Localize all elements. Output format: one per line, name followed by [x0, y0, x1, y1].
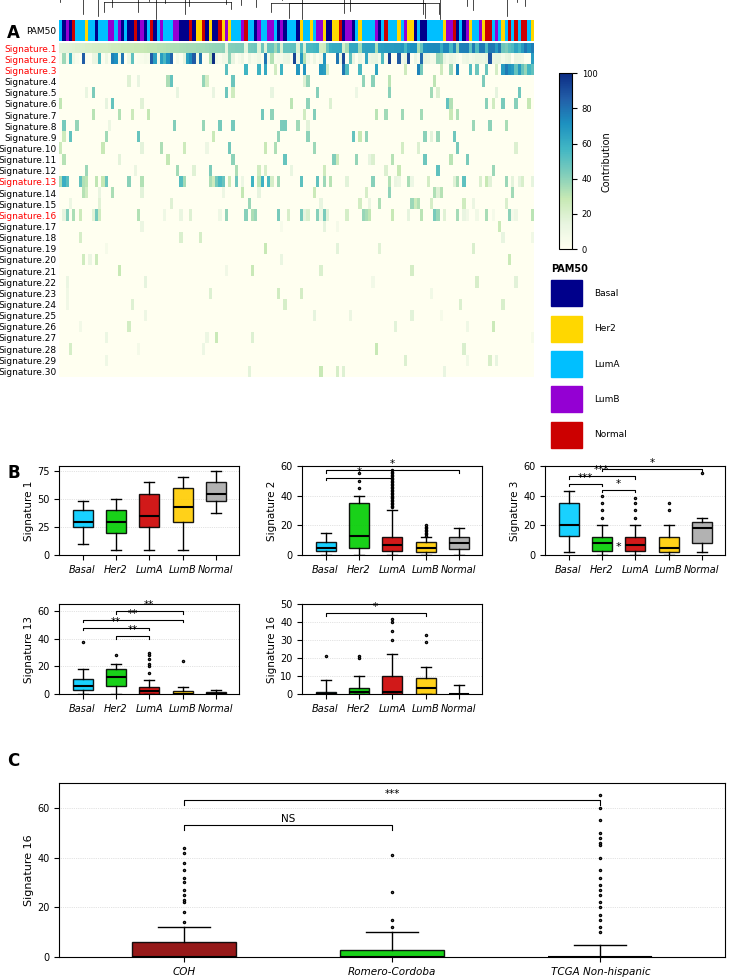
Y-axis label: Signature 16: Signature 16	[267, 616, 278, 683]
PathPatch shape	[139, 687, 159, 694]
Bar	[551, 316, 582, 342]
PathPatch shape	[132, 943, 236, 957]
Text: *: *	[373, 603, 378, 613]
PathPatch shape	[382, 537, 403, 551]
Text: Her2: Her2	[593, 324, 616, 333]
Text: *: *	[616, 542, 622, 552]
PathPatch shape	[659, 537, 679, 552]
Text: **: **	[144, 600, 155, 611]
Text: A: A	[7, 24, 20, 42]
Text: ***: ***	[577, 473, 593, 483]
Y-axis label: Signature 16: Signature 16	[24, 834, 34, 906]
Text: PAM50: PAM50	[551, 264, 588, 274]
PathPatch shape	[206, 483, 226, 501]
Text: **: **	[111, 616, 121, 627]
PathPatch shape	[315, 692, 335, 694]
PathPatch shape	[349, 689, 369, 694]
PathPatch shape	[315, 541, 335, 551]
Y-axis label: Signature 2: Signature 2	[267, 481, 278, 540]
PathPatch shape	[559, 503, 579, 535]
PathPatch shape	[382, 676, 403, 694]
PathPatch shape	[349, 503, 369, 548]
Y-axis label: Signature 1: Signature 1	[24, 481, 34, 540]
PathPatch shape	[206, 693, 226, 694]
Text: ***: ***	[385, 788, 400, 799]
Text: *: *	[356, 467, 361, 477]
Y-axis label: Signature 13: Signature 13	[24, 616, 34, 683]
PathPatch shape	[449, 537, 469, 549]
PathPatch shape	[139, 493, 159, 528]
PathPatch shape	[172, 691, 192, 694]
Bar	[551, 386, 582, 412]
Y-axis label: Signature 3: Signature 3	[511, 481, 520, 540]
Text: LumB: LumB	[593, 395, 619, 404]
Bar	[551, 351, 582, 377]
PathPatch shape	[416, 678, 436, 694]
PathPatch shape	[172, 488, 192, 522]
Text: NS: NS	[281, 814, 295, 824]
PathPatch shape	[73, 679, 92, 690]
Text: B: B	[7, 464, 20, 482]
Y-axis label: Contribution: Contribution	[602, 131, 612, 191]
Text: C: C	[7, 752, 20, 770]
Text: ***: ***	[594, 465, 610, 475]
Text: *: *	[390, 459, 394, 469]
PathPatch shape	[416, 541, 436, 552]
Text: **: **	[127, 625, 138, 635]
Text: *: *	[616, 479, 621, 488]
Text: Normal: Normal	[593, 430, 627, 439]
PathPatch shape	[692, 523, 712, 543]
Text: **: **	[127, 609, 138, 618]
PathPatch shape	[106, 510, 126, 532]
Text: Basal: Basal	[593, 289, 618, 298]
PathPatch shape	[73, 510, 92, 528]
Bar	[551, 421, 582, 447]
PathPatch shape	[625, 537, 645, 551]
PathPatch shape	[340, 950, 444, 957]
Text: LumA: LumA	[593, 360, 619, 368]
PathPatch shape	[592, 537, 612, 551]
Text: *: *	[649, 458, 654, 468]
PathPatch shape	[106, 669, 126, 686]
Bar	[551, 280, 582, 307]
